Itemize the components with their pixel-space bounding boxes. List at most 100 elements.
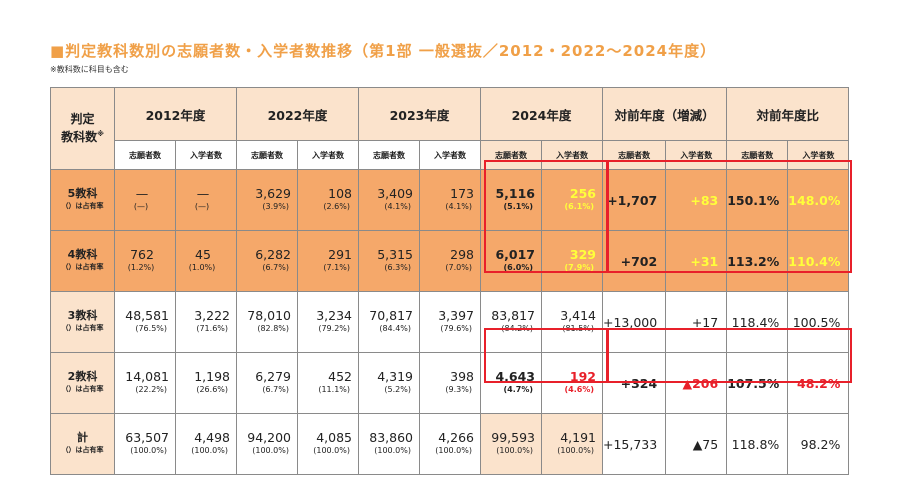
value: 3,409 bbox=[377, 186, 413, 201]
y2023-enrolled-cell: 3,397 (79.6%) bbox=[419, 291, 481, 353]
year-header-2023: 2023年度 bbox=[358, 87, 481, 141]
y2024-enrolled-cell: 329 (7.9%) bbox=[541, 230, 603, 292]
share: (6.3%) bbox=[384, 263, 411, 272]
share: (—) bbox=[194, 202, 210, 211]
share: (1.0%) bbox=[188, 263, 216, 272]
y2023-enrolled-cell: 173 (4.1%) bbox=[419, 169, 481, 231]
table-row: 5教科 （）は占有率 — (—) — (—) 3,629 (3.9%) 108 (2.6%) 3,4… bbox=[50, 169, 850, 231]
y2024-enrolled-cell: 3,414 (81.5%) bbox=[541, 291, 603, 353]
share: (5.2%) bbox=[384, 385, 411, 394]
share: (3.9%) bbox=[262, 202, 289, 211]
value: +31 bbox=[690, 253, 719, 269]
y2022-enrolled-cell: 291 (7.1%) bbox=[297, 230, 359, 292]
value: 762 bbox=[130, 247, 154, 262]
row-label: 5教科 （）は占有率 bbox=[50, 169, 115, 231]
value: 70,817 bbox=[369, 308, 413, 323]
ratio-header: 対前年度比 bbox=[726, 87, 850, 141]
value: 110.4% bbox=[788, 253, 841, 269]
share: (—) bbox=[133, 202, 149, 211]
table-row: 3教科 （）は占有率 48,581 (76.5%) 3,222 (71.6%) 78,010… bbox=[50, 291, 850, 353]
share: (84.4%) bbox=[379, 324, 411, 333]
value: 148.0% bbox=[788, 192, 841, 208]
share: (2.6%) bbox=[323, 202, 350, 211]
value: 107.5% bbox=[727, 375, 780, 391]
corner-header: 判定 教科数※ bbox=[50, 87, 115, 170]
value: 4,643 bbox=[495, 369, 535, 384]
value: +324 bbox=[620, 375, 658, 391]
y2023-enrolled-cell: 298 (7.0%) bbox=[419, 230, 481, 292]
value: 78,010 bbox=[247, 308, 291, 323]
y2012-applicants-cell: 48,581 (76.5%) bbox=[114, 291, 176, 353]
share: (1.2%) bbox=[127, 263, 155, 272]
share: (4.7%) bbox=[503, 385, 534, 394]
y2023-enrolled-cell: 4,266 (100.0%) bbox=[419, 413, 481, 475]
diff-applicants-cell: +13,000 bbox=[601, 291, 667, 353]
value: 3,629 bbox=[255, 186, 291, 201]
share: (26.6%) bbox=[196, 385, 228, 394]
y2022-applicants-cell: 3,629 (3.9%) bbox=[236, 169, 298, 231]
value: 3,222 bbox=[194, 308, 230, 323]
y2024-applicants-cell: 4,643 (4.7%) bbox=[480, 352, 542, 414]
y2012-enrolled-cell: 45 (1.0%) bbox=[175, 230, 237, 292]
value: 48,581 bbox=[125, 308, 169, 323]
share: (6.0%) bbox=[503, 263, 534, 272]
y2012-applicants-cell: 762 (1.2%) bbox=[114, 230, 176, 292]
share: (71.6%) bbox=[196, 324, 228, 333]
subheader-applicants: 志願者数 bbox=[358, 140, 420, 170]
corner-mark: ※ bbox=[97, 130, 104, 138]
value: 118.4% bbox=[731, 314, 780, 330]
value: +1,707 bbox=[607, 192, 658, 208]
subheader-enrolled: 入学者数 bbox=[541, 140, 603, 170]
value: 5,315 bbox=[377, 247, 413, 262]
share: (5.1%) bbox=[503, 202, 534, 211]
y2023-applicants-cell: 3,409 (4.1%) bbox=[358, 169, 420, 231]
share: (22.2%) bbox=[135, 385, 167, 394]
y2022-enrolled-cell: 108 (2.6%) bbox=[297, 169, 359, 231]
footnote: ※教科数に科目も含む bbox=[50, 65, 129, 74]
y2023-applicants-cell: 4,319 (5.2%) bbox=[358, 352, 420, 414]
value: 6,017 bbox=[495, 247, 535, 262]
share: (100.0%) bbox=[557, 446, 594, 455]
y2024-applicants-cell: 99,593 (100.0%) bbox=[480, 413, 542, 475]
row-label: 2教科 （）は占有率 bbox=[50, 352, 115, 414]
diff-applicants-cell: +702 bbox=[601, 230, 667, 292]
data-table: 判定 教科数※ 2012年度 2022年度 2023年度 2024年度 対前年度… bbox=[50, 87, 850, 475]
y2022-applicants-cell: 94,200 (100.0%) bbox=[236, 413, 298, 475]
diff-enrolled-cell: +31 bbox=[665, 230, 728, 292]
y2012-applicants-cell: — (—) bbox=[114, 169, 176, 231]
ratio-enrolled-cell: 48.2% bbox=[787, 352, 850, 414]
diff-applicants-cell: +1,707 bbox=[601, 169, 667, 231]
y2012-enrolled-cell: 3,222 (71.6%) bbox=[175, 291, 237, 353]
year-header-2024: 2024年度 bbox=[480, 87, 603, 141]
share: (79.2%) bbox=[318, 324, 350, 333]
corner-line2: 教科数 bbox=[61, 130, 98, 144]
value: 63,507 bbox=[125, 430, 169, 445]
diff-applicants-cell: +15,733 bbox=[601, 413, 667, 475]
share: (6.7%) bbox=[262, 385, 289, 394]
value: 48.2% bbox=[797, 375, 841, 391]
subheader-row: 志願者数 入学者数 志願者数 入学者数 志願者数 入学者数 志願者数 入学者数 志願者数 入学者数… bbox=[51, 140, 850, 170]
value: 298 bbox=[450, 247, 474, 262]
diff-enrolled-cell: +17 bbox=[665, 291, 728, 353]
y2023-applicants-cell: 70,817 (84.4%) bbox=[358, 291, 420, 353]
ratio-applicants-cell: 118.4% bbox=[726, 291, 789, 353]
share: (6.7%) bbox=[262, 263, 289, 272]
value: ▲206 bbox=[682, 375, 719, 391]
value: 256 bbox=[569, 186, 596, 201]
share: (79.6%) bbox=[440, 324, 472, 333]
diff-applicants-cell: +324 bbox=[601, 352, 667, 414]
y2022-enrolled-cell: 3,234 (79.2%) bbox=[297, 291, 359, 353]
year-header-2012: 2012年度 bbox=[114, 87, 237, 141]
row-label-text: 計 bbox=[77, 431, 88, 444]
value: 5,116 bbox=[495, 186, 535, 201]
diff-header: 対前年度（増減） bbox=[601, 87, 728, 141]
value: 291 bbox=[328, 247, 352, 262]
value: 4,266 bbox=[438, 430, 474, 445]
value: 3,234 bbox=[316, 308, 352, 323]
value: 6,279 bbox=[255, 369, 291, 384]
year-header-2022: 2022年度 bbox=[236, 87, 359, 141]
value: 113.2% bbox=[727, 253, 780, 269]
subheader-applicants: 志願者数 bbox=[726, 140, 789, 170]
row-label: 4教科 （）は占有率 bbox=[50, 230, 115, 292]
y2022-enrolled-cell: 4,085 (100.0%) bbox=[297, 413, 359, 475]
